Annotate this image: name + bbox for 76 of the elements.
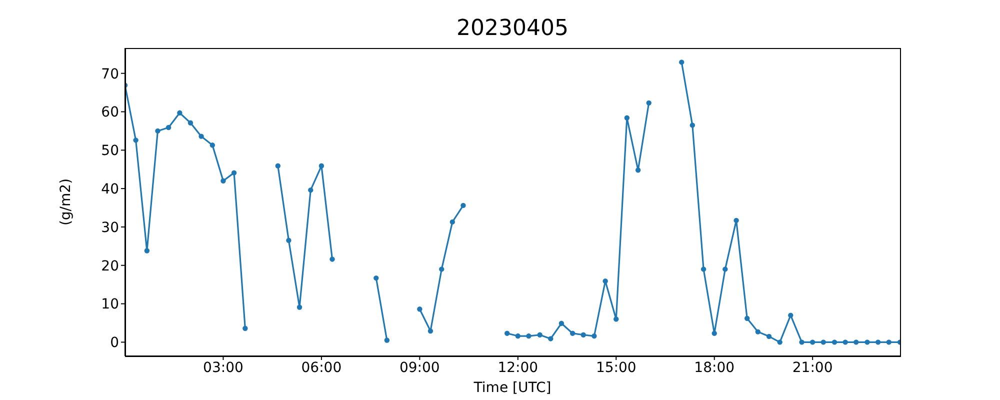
y-tick-label: 50 xyxy=(101,143,119,160)
point xyxy=(766,334,772,340)
point xyxy=(558,320,564,326)
point xyxy=(384,338,390,343)
y-tick-label: 40 xyxy=(101,182,119,198)
point xyxy=(624,115,630,120)
point xyxy=(679,60,684,65)
point xyxy=(526,333,532,339)
x-axis-title: Time [UTC] xyxy=(472,380,552,396)
point xyxy=(417,306,422,312)
point xyxy=(439,266,444,272)
point xyxy=(504,330,510,336)
x-tick-label: 03:00 xyxy=(203,360,244,376)
point xyxy=(635,168,641,173)
point xyxy=(537,332,542,338)
point xyxy=(144,248,150,254)
point xyxy=(700,266,706,272)
point xyxy=(515,333,520,339)
point xyxy=(188,120,194,126)
point xyxy=(318,163,324,168)
point xyxy=(886,340,892,345)
point xyxy=(646,100,652,106)
point xyxy=(210,142,216,148)
y-axis-title: (g/m2) xyxy=(58,178,74,226)
point xyxy=(842,340,848,345)
y-tick-label: 10 xyxy=(101,296,119,313)
point xyxy=(614,316,619,322)
point xyxy=(580,332,586,338)
point xyxy=(242,326,248,331)
y-tick-label: 30 xyxy=(101,220,119,236)
x-tick-label: 15:00 xyxy=(596,360,636,376)
point xyxy=(177,110,182,116)
point xyxy=(286,238,292,244)
y-tick-label: 0 xyxy=(110,335,119,352)
point xyxy=(166,124,172,130)
point xyxy=(832,340,838,345)
point xyxy=(854,340,859,345)
y-tick-label: 60 xyxy=(101,104,119,121)
point xyxy=(220,178,226,184)
point xyxy=(308,187,314,193)
point xyxy=(198,134,204,139)
point xyxy=(133,138,138,143)
point xyxy=(275,163,281,168)
x-tick-label: 12:00 xyxy=(498,360,538,376)
point xyxy=(602,278,608,284)
point xyxy=(428,328,434,334)
point xyxy=(734,218,739,224)
point xyxy=(755,329,760,334)
point xyxy=(570,330,576,336)
point xyxy=(374,275,379,281)
y-tick-label: 70 xyxy=(101,66,119,82)
x-tick-label: 06:00 xyxy=(301,360,342,376)
x-tick-label: 18:00 xyxy=(694,360,735,376)
point xyxy=(864,340,870,345)
x-tick-label: 21:00 xyxy=(792,360,833,376)
point xyxy=(820,340,826,345)
point xyxy=(875,340,881,345)
point xyxy=(450,219,456,225)
y-tick-label: 20 xyxy=(101,258,119,274)
point xyxy=(296,304,302,310)
x-tick-label: 09:00 xyxy=(399,360,440,376)
point xyxy=(810,340,816,345)
point xyxy=(799,340,804,345)
point xyxy=(777,340,782,345)
point xyxy=(788,312,794,318)
point xyxy=(548,336,554,342)
point xyxy=(155,128,160,134)
point xyxy=(460,202,466,208)
point xyxy=(690,122,696,128)
point xyxy=(722,266,728,272)
point xyxy=(712,330,717,336)
point xyxy=(330,256,335,262)
chart-title: 20230405 xyxy=(456,16,570,41)
point xyxy=(744,316,750,321)
point xyxy=(231,170,237,176)
point xyxy=(592,333,597,339)
